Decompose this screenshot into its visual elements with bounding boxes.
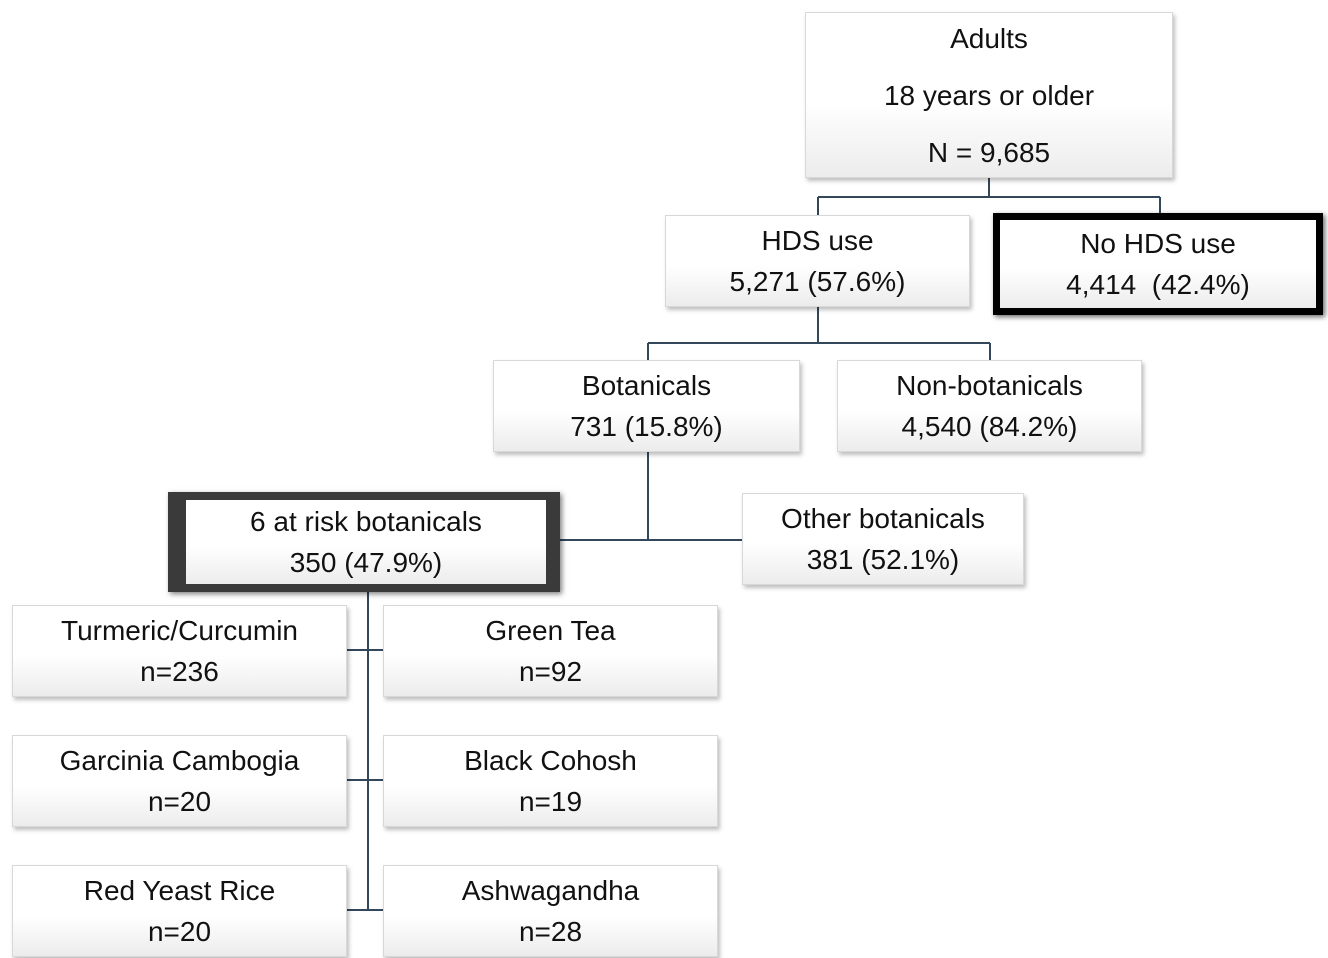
node-box: Garcinia Cambogia n=20 [12, 735, 347, 827]
node-text: 5,271 (57.6%) [729, 266, 906, 297]
node-box: Other botanicals 381 (52.1%) [742, 493, 1024, 585]
node-text: 381 (52.1%) [806, 544, 960, 575]
node-text: Adults [950, 22, 1028, 54]
node-text: Green Tea [485, 615, 616, 646]
node-box: Botanicals 731 (15.8%) [493, 360, 800, 452]
connector [556, 452, 742, 541]
node-text: 350 (47.9%) [289, 547, 443, 578]
node-text: 6 at risk botanicals [250, 506, 482, 537]
node-box: Turmeric/Curcumin n=236 [12, 605, 347, 697]
node-text: n=236 [140, 656, 219, 687]
node-text: n=92 [518, 656, 583, 687]
node-text: Other botanicals [781, 503, 985, 534]
node-text: Red Yeast Rice [83, 875, 276, 906]
node-text: 4,414 (42.4%) [1066, 269, 1250, 300]
node-box: Ashwagandha n=28 [383, 865, 718, 957]
node-text: No HDS use [1080, 228, 1236, 259]
node-box: Adults 18 years or older N = 9,685 [805, 12, 1173, 178]
node-text: 4,540 (84.2%) [901, 411, 1078, 442]
node-box: Green Tea n=92 [383, 605, 718, 697]
node-text: Botanicals [581, 370, 712, 401]
node-text: 731 (15.8%) [570, 411, 723, 442]
node-text: 18 years or older [883, 79, 1095, 111]
connector [817, 178, 1161, 215]
node-text: Ashwagandha [461, 875, 640, 906]
node-text: n=28 [518, 916, 583, 947]
node-box: 6 at risk botanicals 350 (47.9%) [168, 492, 560, 592]
connector [647, 307, 991, 360]
node-box: Non-botanicals 4,540 (84.2%) [837, 360, 1142, 452]
node-box: Black Cohosh n=19 [383, 735, 718, 827]
connector [347, 590, 383, 911]
node-text: N = 9,685 [927, 136, 1051, 168]
node-box: HDS use 5,271 (57.6%) [665, 215, 970, 307]
node-text: n=20 [147, 916, 212, 947]
node-box: Red Yeast Rice n=20 [12, 865, 347, 957]
node-text: Black Cohosh [464, 745, 637, 776]
node-text: Turmeric/Curcumin [61, 615, 298, 646]
node-text: n=19 [518, 786, 583, 817]
node-text: Non-botanicals [896, 370, 1083, 401]
node-text: HDS use [761, 225, 874, 256]
node-box: No HDS use 4,414 (42.4%) [993, 213, 1323, 315]
node-text: n=20 [147, 786, 212, 817]
node-text: Garcinia Cambogia [59, 745, 300, 776]
